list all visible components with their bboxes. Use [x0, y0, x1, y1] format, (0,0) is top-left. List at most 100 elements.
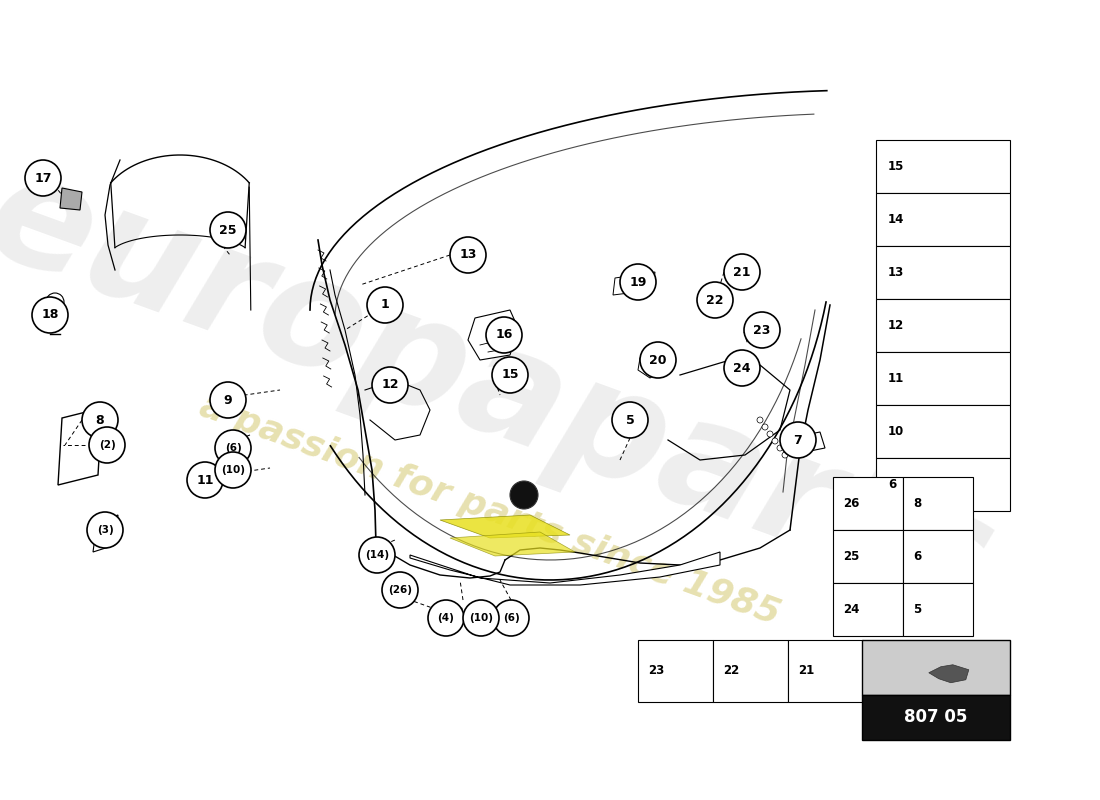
Text: (6): (6) — [224, 443, 241, 453]
Circle shape — [767, 431, 773, 437]
Text: (14): (14) — [365, 550, 389, 560]
Text: 13: 13 — [460, 249, 476, 262]
Circle shape — [486, 317, 522, 353]
Bar — [862, 640, 1010, 695]
Polygon shape — [468, 310, 518, 360]
Text: 8: 8 — [913, 497, 922, 510]
Polygon shape — [928, 665, 969, 682]
Text: 6: 6 — [913, 550, 922, 563]
Circle shape — [359, 537, 395, 573]
Bar — [833, 583, 903, 636]
Bar — [876, 193, 1010, 246]
Text: 23: 23 — [648, 665, 664, 678]
Text: 14: 14 — [888, 213, 904, 226]
Bar — [876, 246, 1010, 299]
Text: europaparts: europaparts — [0, 139, 1012, 641]
Circle shape — [620, 264, 656, 300]
Circle shape — [32, 297, 68, 333]
Text: 8: 8 — [96, 414, 104, 426]
Text: 22: 22 — [723, 665, 739, 678]
Text: 11: 11 — [888, 372, 904, 385]
Text: (6): (6) — [503, 613, 519, 623]
Text: 20: 20 — [649, 354, 667, 366]
Bar — [903, 477, 974, 530]
Text: 21: 21 — [798, 665, 814, 678]
Text: 24: 24 — [843, 603, 859, 616]
Text: 25: 25 — [219, 223, 236, 237]
Circle shape — [82, 402, 118, 438]
Text: 6: 6 — [888, 478, 896, 491]
Text: 10: 10 — [888, 425, 904, 438]
Text: 11: 11 — [196, 474, 213, 486]
Circle shape — [428, 600, 464, 636]
Circle shape — [214, 452, 251, 488]
Circle shape — [640, 342, 676, 378]
Circle shape — [772, 438, 778, 444]
Text: (4): (4) — [438, 613, 454, 623]
Text: 24: 24 — [734, 362, 750, 374]
Polygon shape — [436, 608, 462, 632]
Text: (3): (3) — [97, 525, 113, 535]
Bar — [833, 477, 903, 530]
Circle shape — [492, 357, 528, 393]
Circle shape — [367, 287, 403, 323]
Bar — [876, 299, 1010, 352]
Circle shape — [25, 160, 60, 196]
Text: 13: 13 — [888, 266, 904, 279]
Bar — [903, 530, 974, 583]
Circle shape — [46, 293, 64, 311]
Text: 9: 9 — [223, 394, 232, 406]
Bar — [713, 640, 788, 702]
Circle shape — [697, 282, 733, 318]
Text: 21: 21 — [734, 266, 750, 278]
Polygon shape — [410, 552, 720, 585]
Text: 18: 18 — [42, 309, 58, 322]
Circle shape — [214, 430, 251, 466]
Circle shape — [510, 481, 538, 509]
Polygon shape — [638, 352, 668, 378]
Text: 15: 15 — [502, 369, 519, 382]
Circle shape — [744, 312, 780, 348]
Text: 5: 5 — [913, 603, 922, 616]
Bar — [876, 458, 1010, 511]
Circle shape — [463, 600, 499, 636]
Circle shape — [612, 402, 648, 438]
Polygon shape — [60, 188, 82, 210]
Polygon shape — [450, 532, 575, 556]
Text: 7: 7 — [793, 434, 802, 446]
Bar — [876, 352, 1010, 405]
Bar — [876, 140, 1010, 193]
Circle shape — [89, 427, 125, 463]
Text: 25: 25 — [843, 550, 859, 563]
Bar — [903, 583, 974, 636]
Circle shape — [762, 424, 768, 430]
Polygon shape — [790, 432, 825, 454]
Circle shape — [724, 254, 760, 290]
Text: 22: 22 — [706, 294, 724, 306]
Polygon shape — [440, 515, 570, 538]
Text: (10): (10) — [469, 613, 493, 623]
Text: (10): (10) — [221, 465, 245, 475]
Text: 12: 12 — [888, 319, 904, 332]
Polygon shape — [613, 272, 654, 295]
Circle shape — [187, 462, 223, 498]
Circle shape — [450, 237, 486, 273]
Text: 12: 12 — [382, 378, 398, 391]
Text: 19: 19 — [629, 275, 647, 289]
Circle shape — [724, 350, 760, 386]
Polygon shape — [58, 408, 102, 485]
Bar — [862, 695, 1010, 740]
Text: a passion for parts since 1985: a passion for parts since 1985 — [195, 389, 784, 631]
Circle shape — [210, 382, 246, 418]
Bar — [876, 405, 1010, 458]
Text: 17: 17 — [34, 171, 52, 185]
Bar — [833, 530, 903, 583]
Circle shape — [757, 417, 763, 423]
Text: (26): (26) — [388, 585, 412, 595]
Text: 5: 5 — [626, 414, 635, 426]
Text: 26: 26 — [843, 497, 859, 510]
Circle shape — [372, 367, 408, 403]
Text: 16: 16 — [495, 329, 513, 342]
Circle shape — [493, 600, 529, 636]
Text: 15: 15 — [888, 160, 904, 173]
